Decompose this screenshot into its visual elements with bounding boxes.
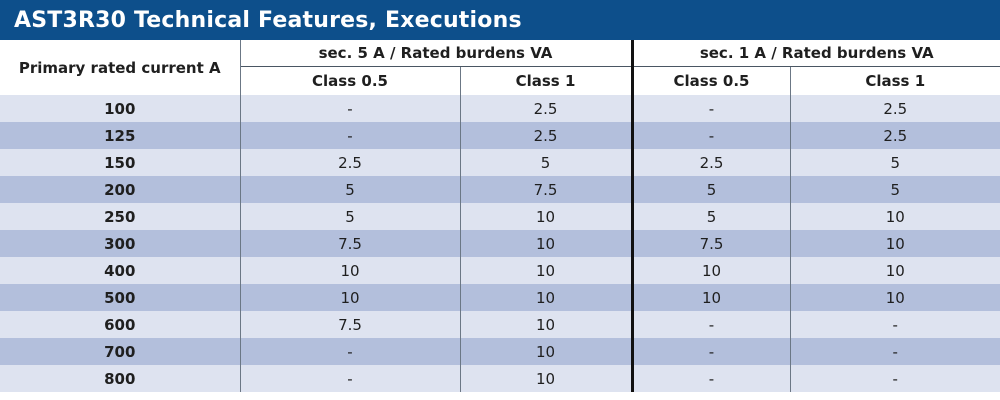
table-row: 300 7.5 10 7.5 10	[0, 230, 1000, 257]
table-row: 125-2.5-2.5	[0, 122, 1000, 149]
sec-5a-class-1-cell: 7.5	[460, 176, 634, 203]
sec-1a-class-1-cell: 2.5	[790, 122, 1000, 149]
sec-1a-class-1-cell: 10	[790, 257, 1000, 284]
sec-1a-class-05-cell: 5	[632, 203, 791, 230]
sec-5a-class-1-cell: 2.5	[460, 122, 634, 149]
sec-5a-class-1-cell: 10	[460, 257, 634, 284]
sec-1a-class-1-cell: 5	[790, 149, 1000, 176]
sec-1a-class-1-cell: 5	[790, 176, 1000, 203]
sec-1a-class-05-cell: -	[632, 338, 791, 365]
sec-1a-class-05-cell: 5	[632, 176, 791, 203]
sec-5a-class-1-cell: 2.5	[460, 95, 634, 122]
primary-current-cell: 300	[0, 230, 241, 257]
sec-1a-class-05-header: Class 0.5	[632, 66, 791, 95]
sec-1a-class-1-cell: -	[790, 311, 1000, 338]
sec-5a-class-05-cell: -	[240, 95, 461, 122]
sec-1a-class-1-cell: -	[790, 365, 1000, 392]
primary-current-header: Primary rated current A	[0, 40, 241, 95]
primary-current-cell: 600	[0, 311, 241, 338]
primary-current-cell: 500	[0, 284, 241, 311]
sec-5a-class-05-cell: 7.5	[240, 230, 461, 257]
sec-1a-class-05-cell: 10	[632, 284, 791, 311]
sec-5a-class-05-cell: 10	[240, 284, 461, 311]
table-row: 400 10 10 10 10	[0, 257, 1000, 284]
sec-1a-class-05-cell: 7.5	[632, 230, 791, 257]
primary-current-cell: 250	[0, 203, 241, 230]
sec-5a-class-05-cell: 7.5	[240, 311, 461, 338]
page-title: AST3R30 Technical Features, Executions	[14, 7, 522, 33]
sec-5a-class-05-cell: 2.5	[240, 149, 461, 176]
primary-current-cell: 200	[0, 176, 241, 203]
table-row: 800-10- -	[0, 365, 1000, 392]
table-row: 700-10- -	[0, 338, 1000, 365]
primary-current-cell: 150	[0, 149, 241, 176]
sec-5a-class-1-cell: 10	[460, 230, 634, 257]
primary-current-cell: 700	[0, 338, 241, 365]
table-row: 150 2.5 5 2.5 5	[0, 149, 1000, 176]
sec-1a-class-1-cell: 10	[790, 284, 1000, 311]
primary-current-cell: 800	[0, 365, 241, 392]
sec-1a-class-05-cell: -	[632, 122, 791, 149]
table-row: 500 10 10 10 10	[0, 284, 1000, 311]
sec-5a-class-05-header: Class 0.5	[240, 66, 461, 95]
table-body: 100-2.5-2.5 125-2.5-2.5 150 2.5 5 2.5 5 200 5 7.5…	[0, 95, 1000, 392]
sec-5a-class-1-cell: 10	[460, 284, 634, 311]
sec-1a-class-05-cell: -	[632, 95, 791, 122]
title-banner: AST3R30 Technical Features, Executions	[0, 0, 1000, 40]
sec-1a-class-1-cell: 10	[790, 230, 1000, 257]
primary-current-cell: 125	[0, 122, 241, 149]
sec-5a-class-05-cell: -	[240, 122, 461, 149]
sec-1a-group-header: sec. 1 A / Rated burdens VA	[632, 40, 1000, 67]
sec-5a-class-1-cell: 10	[460, 338, 634, 365]
primary-current-cell: 100	[0, 95, 241, 122]
sec-1a-class-05-cell: -	[632, 311, 791, 338]
sec-1a-class-05-cell: 10	[632, 257, 791, 284]
sec-5a-class-1-cell: 10	[460, 311, 634, 338]
table-row: 600 7.5 10- -	[0, 311, 1000, 338]
sec-5a-class-1-header: Class 1	[460, 66, 634, 95]
table-row: 100-2.5-2.5	[0, 95, 1000, 122]
sec-1a-class-1-cell: 2.5	[790, 95, 1000, 122]
features-table: Primary rated current A sec. 5 A / Rated…	[0, 40, 1000, 392]
sec-5a-class-05-cell: -	[240, 365, 461, 392]
sec-5a-class-05-cell: -	[240, 338, 461, 365]
sec-5a-class-1-cell: 10	[460, 365, 634, 392]
sec-1a-class-1-cell: -	[790, 338, 1000, 365]
table-row: 200 5 7.5 5 5	[0, 176, 1000, 203]
sec-5a-class-05-cell: 5	[240, 203, 461, 230]
sec-1a-class-1-header: Class 1	[790, 66, 1000, 95]
sec-1a-class-05-cell: 2.5	[632, 149, 791, 176]
sec-5a-class-05-cell: 5	[240, 176, 461, 203]
sec-5a-class-1-cell: 5	[460, 149, 634, 176]
sec-5a-class-1-cell: 10	[460, 203, 634, 230]
primary-current-cell: 400	[0, 257, 241, 284]
sec-5a-group-header: sec. 5 A / Rated burdens VA	[240, 40, 634, 67]
table-row: 250 5 10 5 10	[0, 203, 1000, 230]
sec-1a-class-1-cell: 10	[790, 203, 1000, 230]
sec-5a-class-05-cell: 10	[240, 257, 461, 284]
sec-1a-class-05-cell: -	[632, 365, 791, 392]
